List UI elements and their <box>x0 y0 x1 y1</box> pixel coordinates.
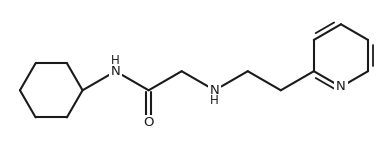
Text: H: H <box>210 95 219 107</box>
Text: N: N <box>210 84 220 97</box>
Text: N: N <box>336 80 346 93</box>
Text: O: O <box>144 116 154 129</box>
Text: H: H <box>111 54 120 67</box>
Text: N: N <box>111 65 120 78</box>
